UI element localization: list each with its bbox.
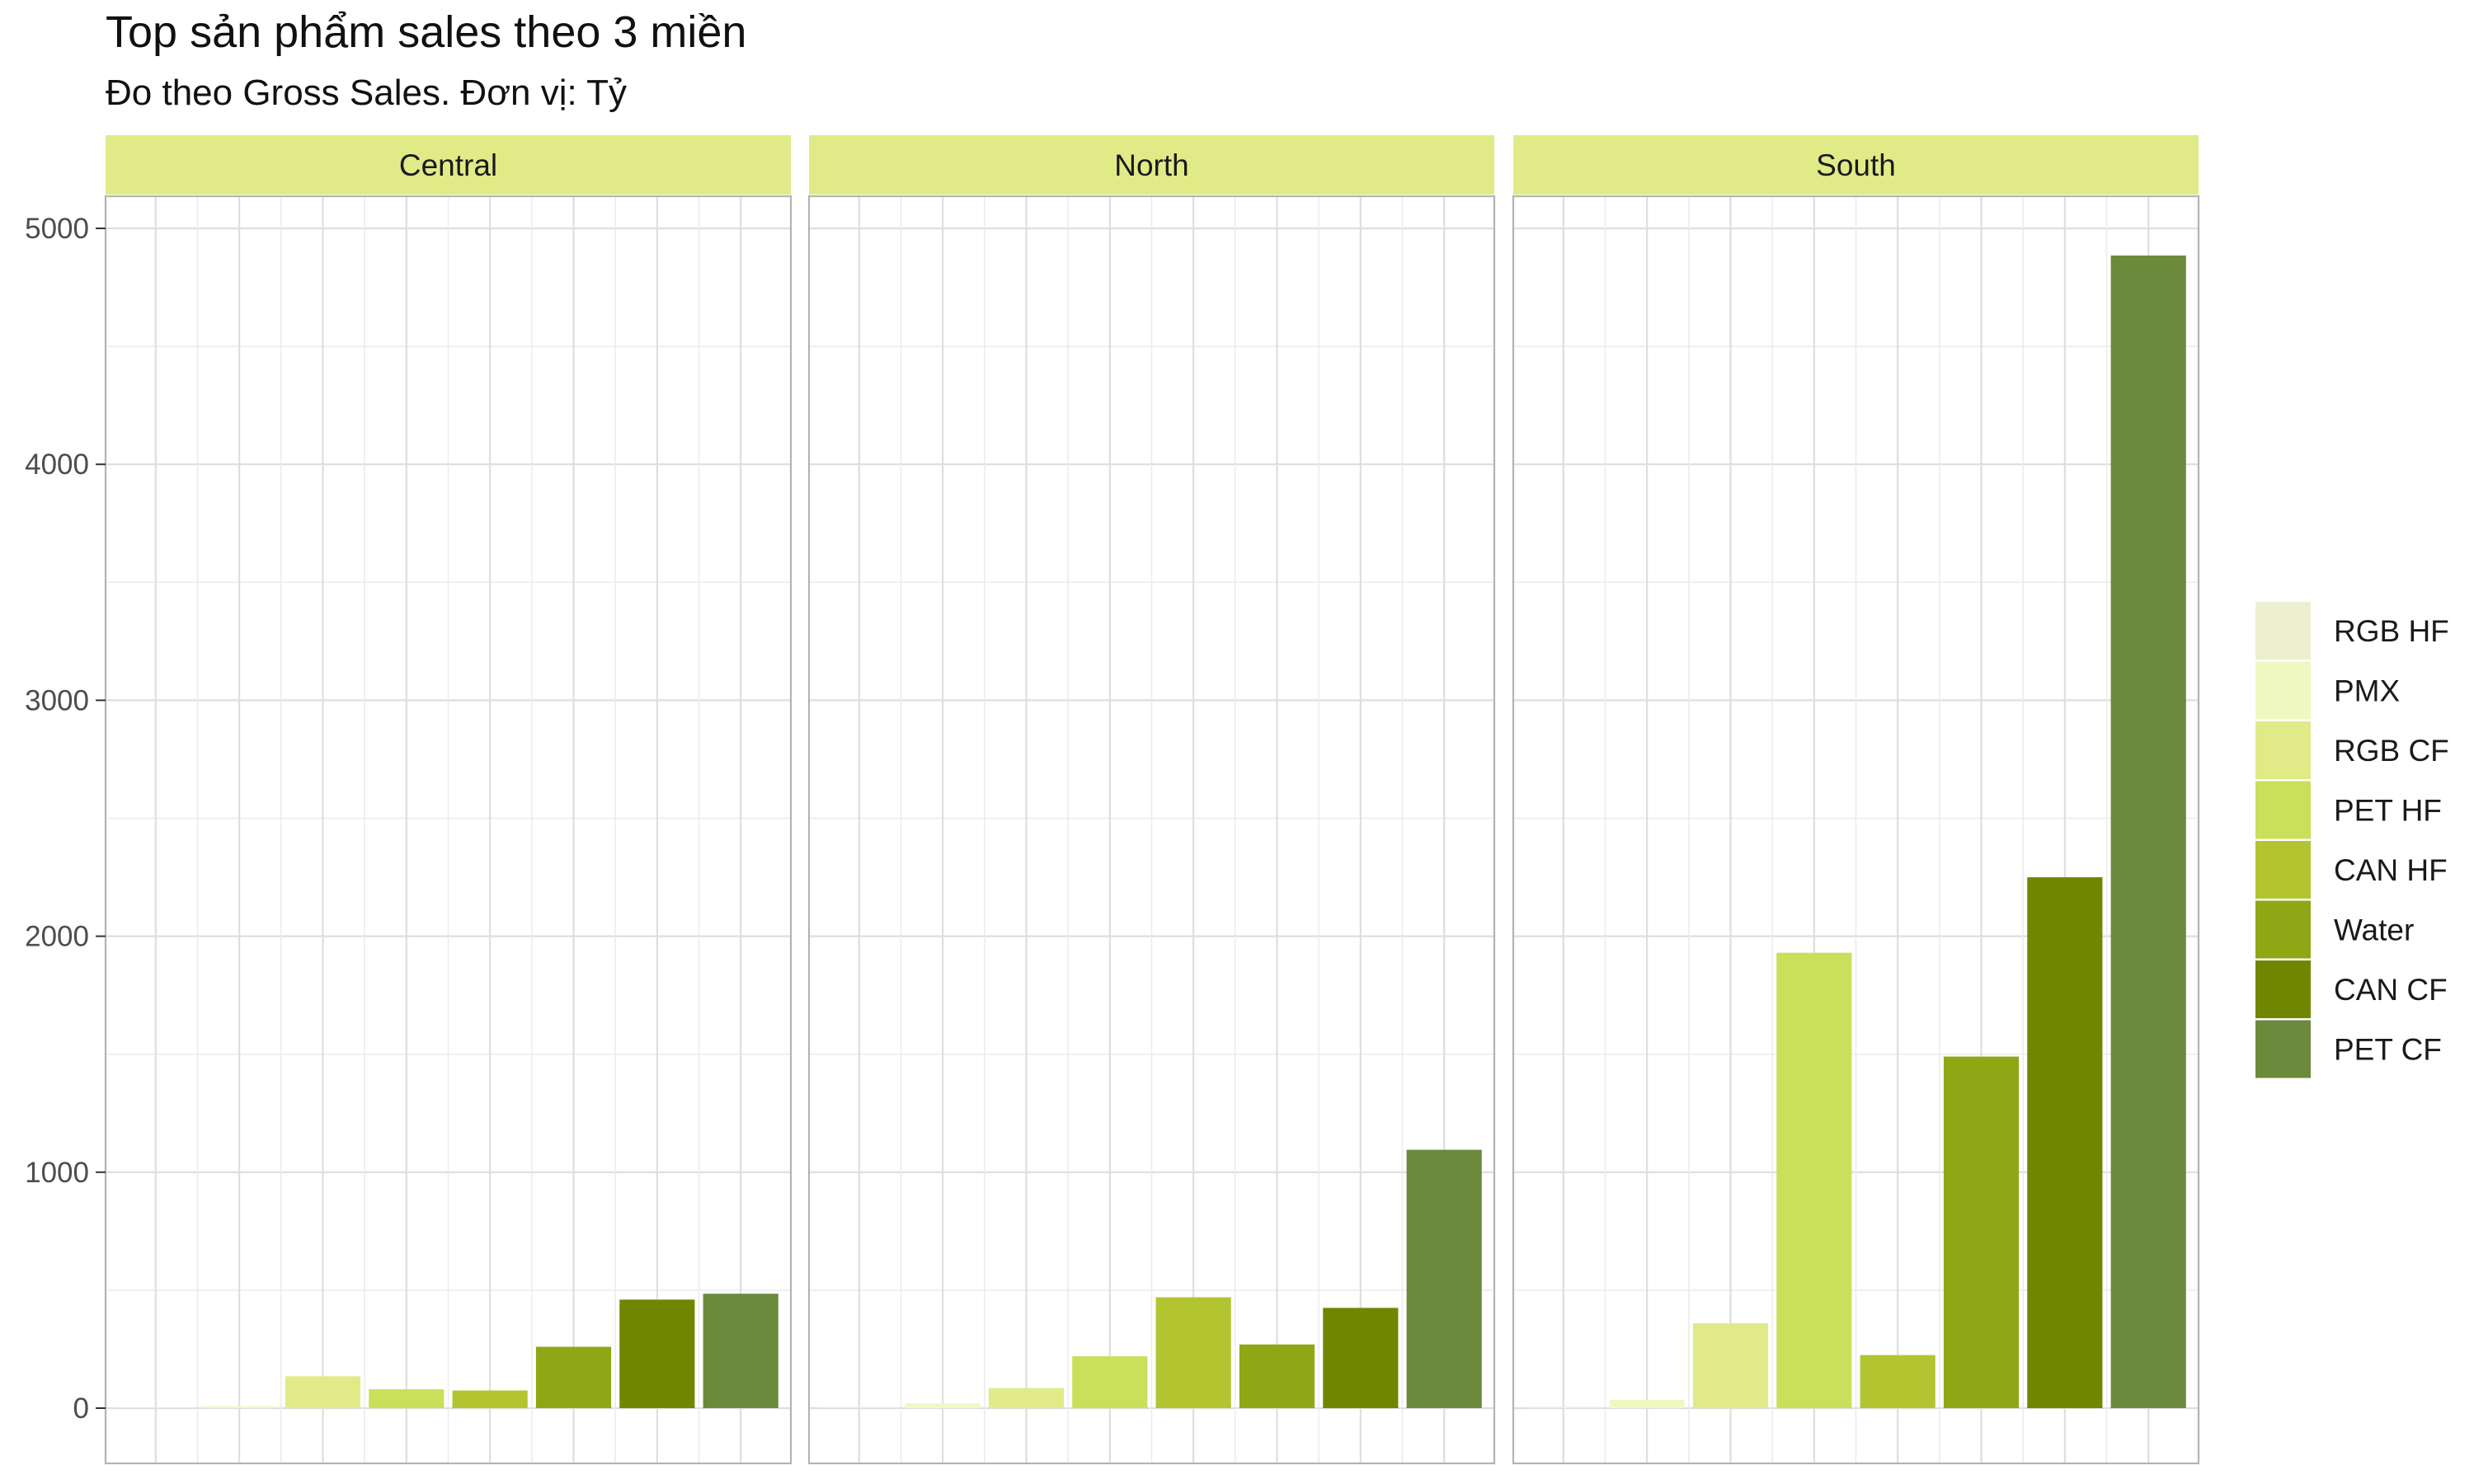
- legend-label: RGB CF: [2334, 734, 2449, 768]
- bar-south-can-cf: [2027, 877, 2103, 1408]
- legend-label: RGB HF: [2334, 614, 2449, 648]
- bar-central-pmx: [201, 1406, 277, 1408]
- bar-central-can-hf: [452, 1390, 528, 1408]
- bar-south-can-hf: [1860, 1355, 1935, 1408]
- legend-key-water: [2255, 900, 2311, 959]
- bar-central-rgb-cf: [285, 1376, 361, 1408]
- facet-label-central: Central: [399, 148, 497, 182]
- facet-strip-south: [1513, 135, 2199, 195]
- y-tick-label: 2000: [25, 921, 89, 953]
- chart-subtitle: Đo theo Gross Sales. Đơn vị: Tỷ: [106, 73, 628, 113]
- bar-central-pet-hf: [369, 1389, 444, 1408]
- chart-title: Top sản phẩm sales theo 3 miền: [106, 7, 747, 57]
- y-tick-label: 1000: [25, 1157, 89, 1189]
- legend-label: PMX: [2334, 674, 2400, 708]
- panel-border-south: [1512, 195, 2200, 1465]
- legend-key-pet-hf: [2255, 781, 2311, 839]
- bar-north-rgb-cf: [988, 1388, 1065, 1408]
- facet-label-south: South: [1816, 148, 1896, 182]
- legend-label: Water: [2334, 913, 2414, 947]
- bar-north-can-hf: [1155, 1297, 1231, 1408]
- bar-north-pet-hf: [1072, 1356, 1148, 1408]
- legend-key-pmx: [2255, 661, 2311, 720]
- bar-central-pet-cf: [703, 1294, 778, 1408]
- legend-label: PET HF: [2334, 794, 2442, 828]
- legend-label: CAN CF: [2334, 973, 2448, 1007]
- panel-border-north: [807, 195, 1496, 1465]
- bar-north-can-cf: [1323, 1308, 1399, 1408]
- bar-south-water: [1943, 1056, 2020, 1408]
- panel-border-central: [104, 195, 793, 1465]
- legend-label: CAN HF: [2334, 853, 2448, 887]
- bar-north-pmx: [905, 1403, 981, 1408]
- bar-north-rgb-hf: [821, 1407, 897, 1408]
- facet-strip-central: [106, 135, 791, 195]
- facet-strip-north: [809, 135, 1494, 195]
- y-tick-label: 5000: [25, 213, 89, 245]
- bar-central-can-cf: [619, 1299, 695, 1408]
- bar-south-pet-hf: [1776, 952, 1852, 1408]
- legend-key-rgb-hf: [2255, 602, 2311, 660]
- legend-key-pet-cf: [2255, 1020, 2311, 1078]
- legend-key-can-cf: [2255, 960, 2311, 1018]
- legend-label: PET CF: [2334, 1033, 2442, 1067]
- legend-key-can-hf: [2255, 841, 2311, 899]
- bar-north-water: [1239, 1344, 1315, 1408]
- bar-south-pmx: [1609, 1399, 1685, 1408]
- y-tick-label: 0: [73, 1392, 89, 1425]
- bar-south-pet-cf: [2110, 255, 2186, 1409]
- legend-key-rgb-cf: [2255, 721, 2311, 779]
- bar-central-water: [535, 1346, 612, 1408]
- y-tick-label: 3000: [25, 684, 89, 716]
- bar-central-rgb-hf: [118, 1407, 194, 1408]
- facet-label-north: North: [1114, 148, 1188, 182]
- bar-north-pet-cf: [1406, 1149, 1482, 1408]
- bar-south-rgb-hf: [1526, 1407, 1602, 1408]
- bar-south-rgb-cf: [1692, 1322, 1769, 1408]
- y-tick-label: 4000: [25, 448, 89, 481]
